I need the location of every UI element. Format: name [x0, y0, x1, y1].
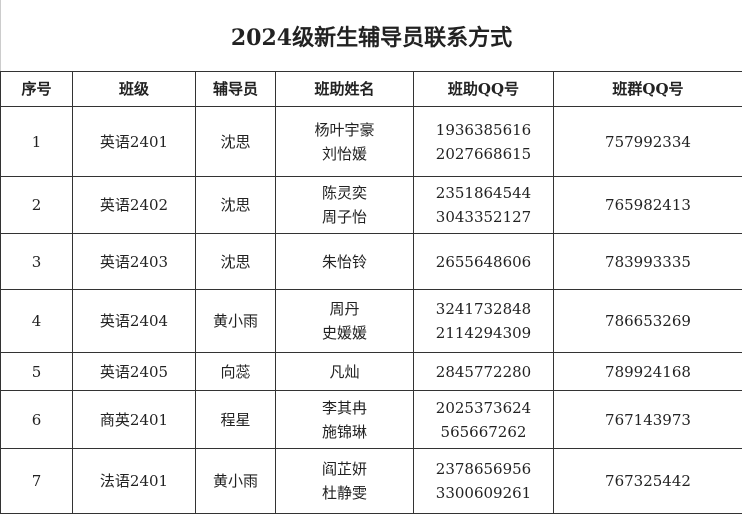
cell-no: 1: [1, 107, 73, 177]
page-title: 2024级新生辅导员联系方式: [0, 0, 742, 71]
cell-class: 英语2404: [73, 290, 196, 353]
cell-group-qq: 765982413: [554, 177, 742, 234]
cell-counselor: 沈思: [196, 177, 276, 234]
cell-assistant-qq-line: 2114294309: [414, 321, 553, 345]
cell-no: 5: [1, 353, 73, 391]
cell-assistant-name-line: 朱怡铃: [276, 250, 413, 274]
cell-no: 7: [1, 449, 73, 514]
cell-assistant-name: 陈灵奕周子怡: [276, 177, 414, 234]
header-no: 序号: [1, 72, 73, 107]
cell-assistant-name-line: 杨叶宇豪: [276, 118, 413, 142]
cell-class: 英语2403: [73, 234, 196, 290]
cell-assistant-qq-line: 2378656956: [414, 457, 553, 481]
cell-counselor: 沈思: [196, 107, 276, 177]
cell-assistant-name: 杨叶宇豪刘怡媛: [276, 107, 414, 177]
header-assistant-qq: 班助QQ号: [414, 72, 554, 107]
cell-assistant-qq: 2845772280: [414, 353, 554, 391]
cell-no: 4: [1, 290, 73, 353]
header-assistant-name: 班助姓名: [276, 72, 414, 107]
header-group-qq: 班群QQ号: [554, 72, 742, 107]
cell-group-qq: 786653269: [554, 290, 742, 353]
cell-assistant-qq-line: 2845772280: [414, 360, 553, 384]
cell-assistant-name-line: 施锦琳: [276, 420, 413, 444]
cell-assistant-qq-line: 3300609261: [414, 481, 553, 505]
cell-assistant-name-line: 阎芷妍: [276, 457, 413, 481]
cell-assistant-name-line: 周子怡: [276, 205, 413, 229]
cell-counselor: 黄小雨: [196, 449, 276, 514]
cell-group-qq: 789924168: [554, 353, 742, 391]
header-row: 序号班级辅导员班助姓名班助QQ号班群QQ号: [1, 72, 742, 107]
cell-no: 3: [1, 234, 73, 290]
cell-assistant-name: 凡灿: [276, 353, 414, 391]
cell-class: 英语2402: [73, 177, 196, 234]
cell-class: 法语2401: [73, 449, 196, 514]
cell-assistant-qq-line: 1936385616: [414, 118, 553, 142]
cell-assistant-qq-line: 565667262: [414, 420, 553, 444]
cell-assistant-qq-line: 3241732848: [414, 297, 553, 321]
cell-assistant-name: 周丹史媛媛: [276, 290, 414, 353]
cell-class: 英语2405: [73, 353, 196, 391]
cell-group-qq: 767325442: [554, 449, 742, 514]
cell-assistant-qq-line: 2655648606: [414, 250, 553, 274]
cell-counselor: 向蕊: [196, 353, 276, 391]
cell-assistant-name-line: 李其冉: [276, 396, 413, 420]
cell-no: 2: [1, 177, 73, 234]
cell-class: 英语2401: [73, 107, 196, 177]
cell-assistant-qq-line: 2027668615: [414, 142, 553, 166]
cell-counselor: 沈思: [196, 234, 276, 290]
cell-assistant-name-line: 史媛媛: [276, 321, 413, 345]
cell-group-qq: 783993335: [554, 234, 742, 290]
cell-group-qq: 757992334: [554, 107, 742, 177]
cell-assistant-name: 朱怡铃: [276, 234, 414, 290]
cell-assistant-name-line: 周丹: [276, 297, 413, 321]
cell-assistant-qq-line: 3043352127: [414, 205, 553, 229]
cell-assistant-name-line: 凡灿: [276, 360, 413, 384]
cell-assistant-name-line: 杜静雯: [276, 481, 413, 505]
cell-assistant-name-line: 陈灵奕: [276, 181, 413, 205]
cell-assistant-name: 阎芷妍杜静雯: [276, 449, 414, 514]
cell-no: 6: [1, 391, 73, 449]
cell-assistant-qq: 2655648606: [414, 234, 554, 290]
cell-assistant-name: 李其冉施锦琳: [276, 391, 414, 449]
cell-group-qq: 767143973: [554, 391, 742, 449]
cell-assistant-qq-line: 2351864544: [414, 181, 553, 205]
header-counselor: 辅导员: [196, 72, 276, 107]
cell-counselor: 程星: [196, 391, 276, 449]
cell-class: 商英2401: [73, 391, 196, 449]
header-class: 班级: [73, 72, 196, 107]
cell-counselor: 黄小雨: [196, 290, 276, 353]
cell-assistant-name-line: 刘怡媛: [276, 142, 413, 166]
cell-assistant-qq-line: 2025373624: [414, 396, 553, 420]
